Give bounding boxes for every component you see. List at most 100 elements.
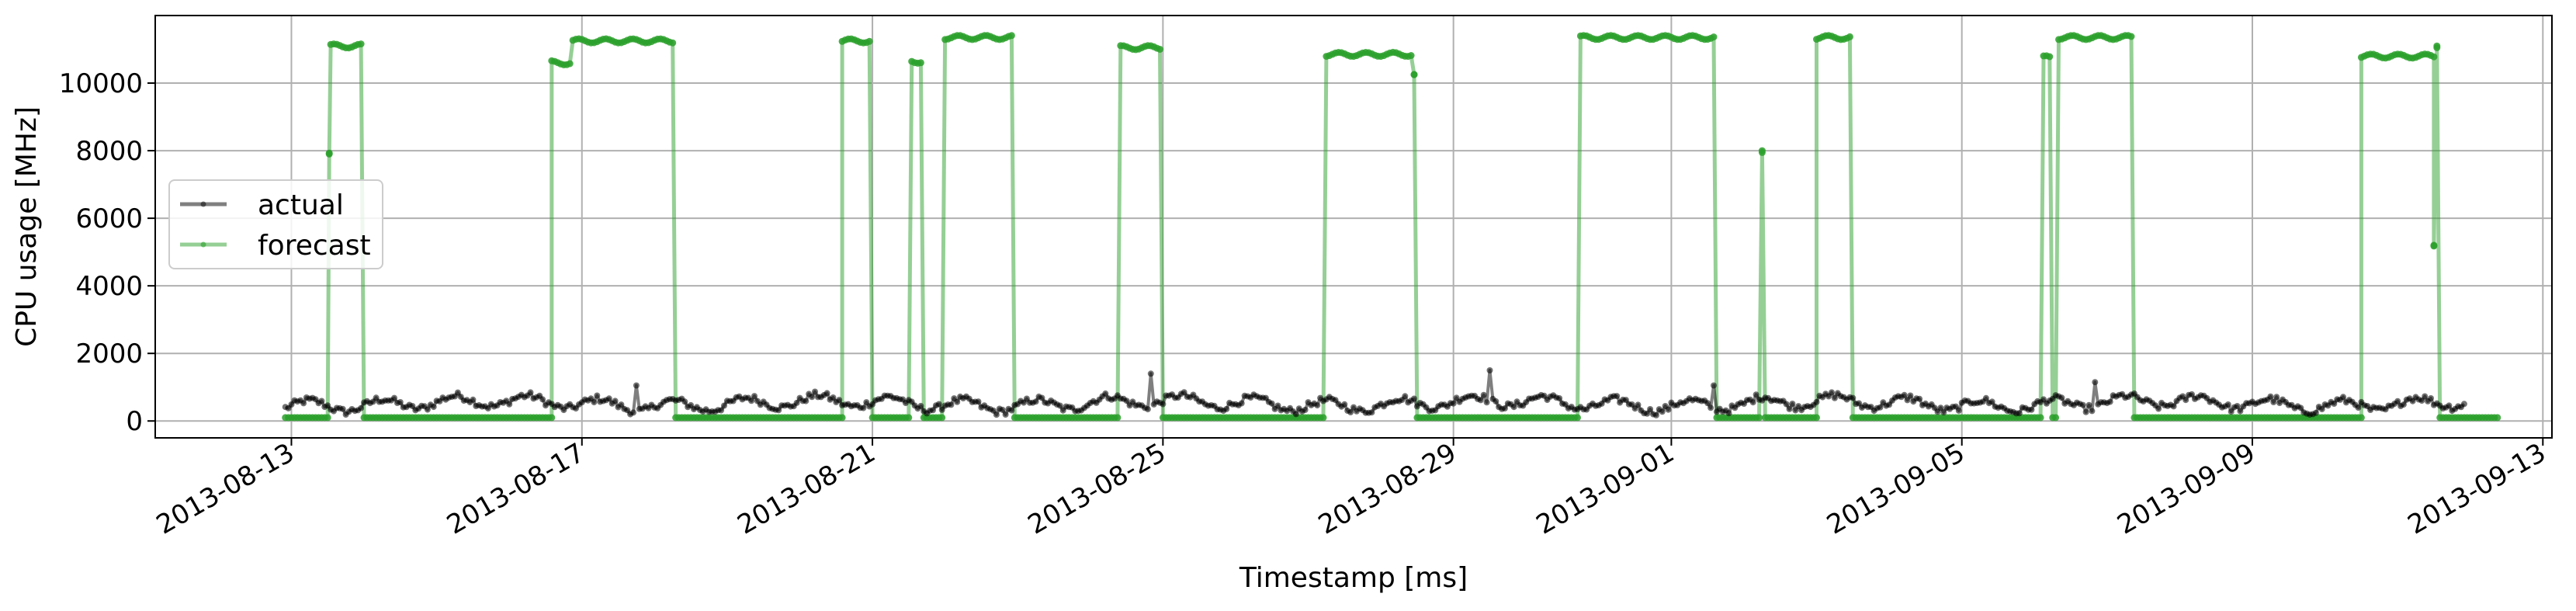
plot-frame xyxy=(154,15,2553,439)
actual-point xyxy=(2228,408,2234,415)
actual-point xyxy=(1493,397,1499,404)
actual-point xyxy=(793,399,800,406)
actual-point xyxy=(1302,407,1309,413)
forecast-point xyxy=(1114,414,1122,422)
actual-point xyxy=(424,406,431,413)
actual-point xyxy=(1831,394,1838,401)
actual-point xyxy=(1002,411,1009,418)
actual-point xyxy=(1477,397,1484,404)
actual-point xyxy=(2155,405,2162,412)
actual-point xyxy=(1314,402,1321,409)
forecast-point xyxy=(1846,33,1853,40)
legend: actual forecast xyxy=(168,179,383,269)
y-tick-label: 2000 xyxy=(75,338,143,370)
actual-point xyxy=(2400,401,2407,408)
forecast-point xyxy=(669,39,677,47)
actual-point xyxy=(470,396,477,403)
actual-point xyxy=(1789,401,1796,407)
actual-point xyxy=(2028,406,2035,413)
actual-point xyxy=(803,397,810,404)
actual-point xyxy=(993,411,1000,418)
actual-point xyxy=(2089,408,2096,415)
actual-point xyxy=(1901,391,1908,398)
forecast-point xyxy=(357,40,365,48)
actual-point xyxy=(1147,370,1154,377)
actual-point xyxy=(2418,397,2425,404)
actual-point xyxy=(1829,389,1835,396)
forecast-point xyxy=(1410,71,1418,78)
actual-point xyxy=(1341,401,1348,408)
actual-point xyxy=(1783,401,1790,408)
actual-point xyxy=(1622,397,1629,404)
actual-point xyxy=(2058,394,2065,401)
x-axis-title: Timestamp [ms] xyxy=(1239,562,1468,594)
actual-point xyxy=(2106,398,2113,405)
actual-point xyxy=(2422,393,2429,400)
actual-point xyxy=(2428,395,2434,401)
actual-point xyxy=(1955,407,1962,414)
actual-point xyxy=(1510,404,1517,411)
forecast-point xyxy=(566,60,574,68)
actual-point xyxy=(1904,397,1911,404)
legend-marker-actual xyxy=(200,201,206,207)
actual-point xyxy=(1982,394,1989,401)
actual-point xyxy=(718,407,725,414)
actual-point xyxy=(1753,391,1760,398)
actual-point xyxy=(2182,397,2189,404)
actual-point xyxy=(2340,394,2346,401)
actual-point xyxy=(630,409,636,416)
forecast-point xyxy=(905,414,913,422)
actual-point xyxy=(1907,392,1914,399)
actual-point xyxy=(1038,394,1045,401)
forecast-point xyxy=(325,150,333,158)
actual-point xyxy=(430,404,437,411)
forecast-point xyxy=(838,414,846,422)
forecast-point xyxy=(548,414,556,422)
actual-point xyxy=(1268,400,1275,407)
forecast-point xyxy=(1813,414,1820,422)
actual-point xyxy=(1347,409,1354,415)
actual-point xyxy=(975,398,982,405)
actual-point xyxy=(2082,408,2089,415)
actual-point xyxy=(397,399,404,405)
actual-point xyxy=(1486,367,1493,373)
actual-point xyxy=(1940,409,1947,416)
actual-point xyxy=(2331,401,2338,407)
actual-point xyxy=(2394,397,2401,404)
actual-point xyxy=(1501,405,1508,411)
y-axis-title: CPU usage [MHz] xyxy=(11,106,43,347)
forecast-point xyxy=(2052,414,2060,422)
actual-point xyxy=(1056,402,1063,409)
y-tick-label: 10000 xyxy=(59,68,143,99)
actual-point xyxy=(2446,402,2453,409)
actual-point xyxy=(2318,406,2325,412)
actual-point xyxy=(527,389,534,396)
actual-point xyxy=(391,394,397,401)
actual-point xyxy=(1032,398,1039,405)
actual-point xyxy=(2355,404,2362,411)
forecast-point xyxy=(1156,46,1163,53)
actual-point xyxy=(1704,400,1711,407)
actual-point xyxy=(1708,404,1714,411)
actual-point xyxy=(1102,390,1109,397)
actual-point xyxy=(1450,400,1457,407)
actual-point xyxy=(812,388,818,395)
actual-point xyxy=(930,407,936,414)
actual-point xyxy=(809,394,816,401)
actual-point xyxy=(1635,401,1642,408)
actual-point xyxy=(633,382,640,389)
actual-point xyxy=(1402,393,1409,400)
actual-point xyxy=(591,399,598,406)
actual-point xyxy=(935,401,942,408)
actual-point xyxy=(2460,401,2467,408)
actual-point xyxy=(1274,402,1281,409)
actual-point xyxy=(300,400,307,407)
actual-point xyxy=(1665,406,1672,413)
actual-point xyxy=(2237,408,2244,415)
actual-point xyxy=(1238,400,1245,407)
forecast-point xyxy=(865,37,873,45)
actual-point xyxy=(1850,394,1857,401)
forecast-point xyxy=(2046,53,2054,61)
actual-point xyxy=(612,397,619,404)
